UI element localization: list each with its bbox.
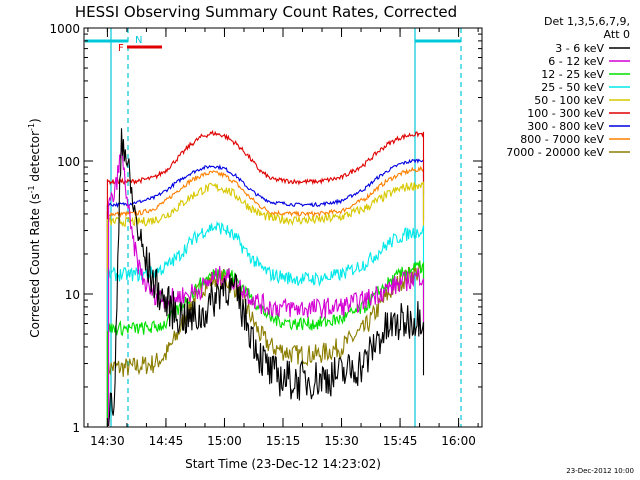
y-tick-label: 1000 xyxy=(49,22,80,36)
x-tick-label: 15:30 xyxy=(324,434,359,448)
series-layer xyxy=(106,128,425,426)
legend-label-1: 3 - 6 keV xyxy=(555,42,604,55)
legend-label-4: 25 - 50 keV xyxy=(541,81,604,94)
series-line-2 xyxy=(108,144,425,426)
x-tick-label: 16:00 xyxy=(441,434,476,448)
legend-header-line-1: Det 1,3,5,6,7,9, xyxy=(544,15,630,28)
legend-label-7: 300 - 800 keV xyxy=(527,120,604,133)
series-line-7 xyxy=(106,158,425,426)
legend-header-line-2: Att 0 xyxy=(604,28,630,41)
legend-label-3: 12 - 25 keV xyxy=(541,68,604,81)
chart-title: HESSI Observing Summary Count Rates, Cor… xyxy=(75,3,457,21)
x-tick-label: 14:30 xyxy=(90,434,125,448)
series-line-8 xyxy=(106,165,425,426)
legend-label-8: 800 - 7000 keV xyxy=(520,133,604,146)
x-axis-label: Start Time (23-Dec-12 14:23:02) xyxy=(185,457,381,471)
x-tick-label: 14:45 xyxy=(149,434,184,448)
x-tick-label: 15:00 xyxy=(207,434,242,448)
legend-label-6: 100 - 300 keV xyxy=(527,107,604,120)
legend-label-5: 50 - 100 keV xyxy=(534,94,604,107)
x-tick-label: 15:15 xyxy=(266,434,301,448)
y-axis-ticks: 1 10 100 1000 xyxy=(49,22,482,435)
legend-label-9: 7000 - 20000 keV xyxy=(506,146,604,159)
flare-label: F xyxy=(118,43,124,54)
y-tick-label: 100 xyxy=(57,155,80,169)
legend-label-2: 6 - 12 keV xyxy=(548,55,604,68)
y-tick-label: 10 xyxy=(65,288,80,302)
y-axis-label: Corrected Count Rate (s-1 detector-1) xyxy=(27,118,42,337)
series-line-4 xyxy=(106,220,425,426)
time-markers: NF xyxy=(85,28,462,427)
night-label: N xyxy=(135,35,142,46)
y-tick-label: 1 xyxy=(72,421,80,435)
generation-timestamp: 23-Dec-2012 10:00 xyxy=(566,467,634,475)
series-line-9 xyxy=(106,262,425,426)
series-line-1 xyxy=(108,128,425,426)
x-tick-label: 15:45 xyxy=(383,434,418,448)
series-line-6 xyxy=(106,129,425,426)
series-line-5 xyxy=(106,181,425,426)
x-axis-ticks: 14:30 14:45 15:00 15:15 15:30 15:45 16:00 xyxy=(87,28,479,448)
